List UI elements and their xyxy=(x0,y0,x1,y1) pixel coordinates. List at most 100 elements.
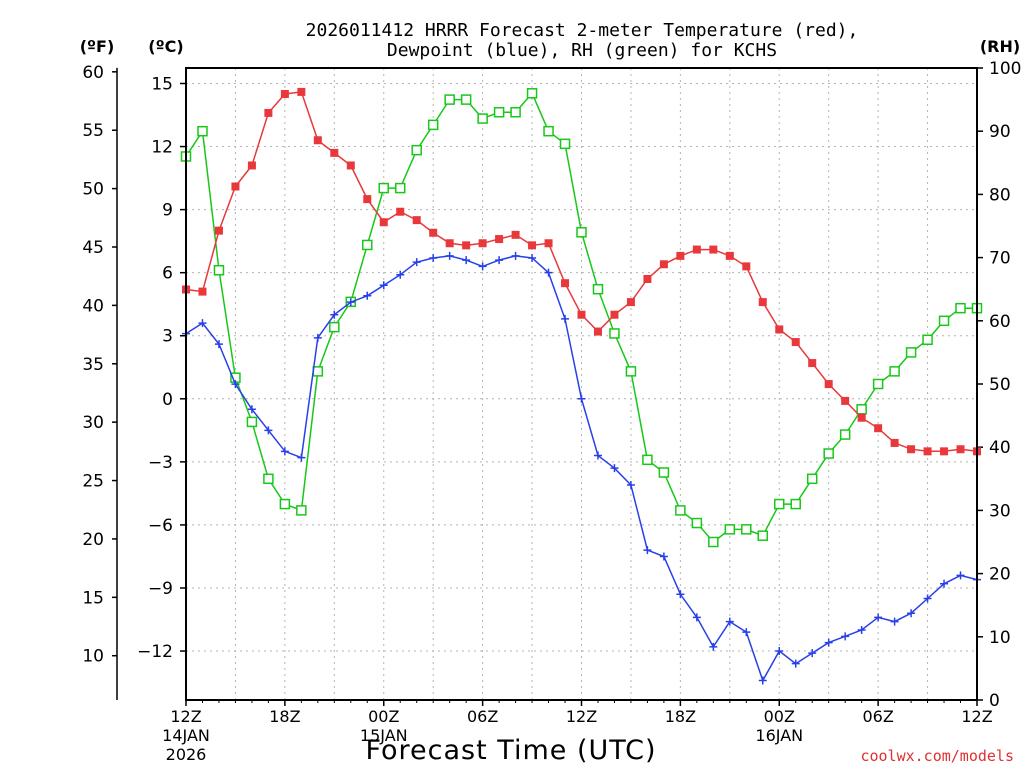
dewpoint-point xyxy=(593,451,602,460)
rh-point xyxy=(806,473,818,485)
temperature-point xyxy=(907,445,916,454)
temperature-point xyxy=(742,262,751,271)
celsius-axis: 15 12 9 6 3 0 −3 −6 −9 −12 xyxy=(137,75,186,662)
rh-point xyxy=(741,524,752,535)
temperature-point xyxy=(956,445,965,454)
dewpoint-point xyxy=(824,638,833,647)
rh-tick-label: 20 xyxy=(989,565,1011,585)
time-tick-date-label: 15JAN xyxy=(360,726,408,745)
temperature-point xyxy=(940,447,949,456)
rh-tick-label: 90 xyxy=(989,122,1011,142)
rh-point xyxy=(526,88,538,99)
dewpoint-point xyxy=(462,256,471,265)
rh-point xyxy=(856,404,867,415)
rh-tick-label: 40 xyxy=(989,438,1011,458)
grid-lines xyxy=(186,68,977,700)
celsius-tick-label: 3 xyxy=(162,327,173,347)
temperature-point xyxy=(923,447,932,456)
rh-point xyxy=(329,321,340,333)
plot-frame xyxy=(185,67,978,701)
temperature-point xyxy=(890,438,899,447)
temperature-point xyxy=(346,161,355,170)
rh-point xyxy=(905,347,917,358)
temperature-point xyxy=(511,230,520,239)
temperature-point xyxy=(313,136,322,145)
chart-title-line-2: Dewpoint (blue), RH (green) for KCHS xyxy=(387,40,777,61)
dewpoint-point xyxy=(264,426,273,435)
temperature-point xyxy=(495,235,504,244)
time-tick-label: 00Z xyxy=(764,707,795,726)
rh-point xyxy=(592,283,604,295)
rh-tick-label: 10 xyxy=(989,628,1011,648)
temperature-point xyxy=(412,216,421,225)
series-layer xyxy=(180,87,983,685)
time-tick-year-label: 2026 xyxy=(166,745,207,764)
temperature-point xyxy=(841,396,850,405)
rh-point xyxy=(312,366,324,377)
temperature-point xyxy=(626,298,635,307)
dewpoint-point xyxy=(808,649,817,658)
celsius-tick-label: 6 xyxy=(162,264,173,284)
rh-point xyxy=(625,366,637,377)
rh-point xyxy=(246,416,258,428)
rh-series xyxy=(180,88,983,548)
rh-point xyxy=(839,429,851,440)
time-tick-label: 12Z xyxy=(961,707,992,726)
rh-point xyxy=(296,505,307,516)
dewpoint-point xyxy=(775,647,784,656)
time-tick-date-label: 14JAN xyxy=(162,726,210,745)
dewpoint-point xyxy=(643,546,652,555)
temperature-point xyxy=(692,245,701,254)
fahrenheit-tick-label: 55 xyxy=(82,121,104,141)
rh-point xyxy=(378,182,389,194)
dewpoint-point xyxy=(692,613,701,622)
temperature-point xyxy=(231,182,240,191)
temperature-point xyxy=(857,413,866,422)
time-tick-label: 18Z xyxy=(269,707,300,726)
rh-point xyxy=(510,106,521,118)
dewpoint-series xyxy=(182,251,981,685)
temperature-point xyxy=(577,310,586,319)
rh-point xyxy=(460,94,472,105)
temperature-point xyxy=(874,424,883,433)
dewpoint-point xyxy=(429,253,438,262)
temperature-point xyxy=(544,239,553,248)
rh-point xyxy=(823,448,834,459)
dewpoint-point xyxy=(346,298,355,307)
temperature-point xyxy=(791,338,800,347)
rh-point xyxy=(872,378,884,390)
temperature-point xyxy=(824,380,833,389)
temperature-point xyxy=(379,218,388,227)
dewpoint-point xyxy=(231,380,240,389)
time-tick-date-label: 16JAN xyxy=(755,726,803,745)
rh-tick-label: 60 xyxy=(989,312,1011,332)
temperature-point xyxy=(676,251,685,260)
temperature-point xyxy=(214,226,223,235)
time-tick-label: 12Z xyxy=(170,707,201,726)
dewpoint-point xyxy=(874,613,883,622)
rh-point xyxy=(889,366,900,377)
temperature-point xyxy=(264,108,273,117)
rh-point xyxy=(543,125,554,137)
fahrenheit-tick-label: 10 xyxy=(82,647,104,667)
dewpoint-point xyxy=(725,617,734,626)
dewpoint-point xyxy=(659,552,668,561)
dewpoint-point xyxy=(923,594,932,603)
temperature-point xyxy=(775,325,784,334)
dewpoint-point xyxy=(330,310,339,319)
temperature-point xyxy=(297,87,306,96)
rh-point xyxy=(477,113,488,124)
dewpoint-point xyxy=(445,251,454,260)
rh-point xyxy=(559,138,571,150)
dewpoint-point xyxy=(742,628,751,637)
time-tick-label: 00Z xyxy=(368,707,399,726)
fahrenheit-tick-label: 20 xyxy=(82,530,104,550)
rh-tick-label: 100 xyxy=(989,59,1021,79)
dewpoint-point xyxy=(940,579,949,588)
dewpoint-point xyxy=(528,253,537,262)
temperature-point xyxy=(808,359,817,368)
rh-tick-label: 80 xyxy=(989,185,1011,205)
dewpoint-point xyxy=(758,676,767,685)
temperature-point xyxy=(429,228,438,237)
